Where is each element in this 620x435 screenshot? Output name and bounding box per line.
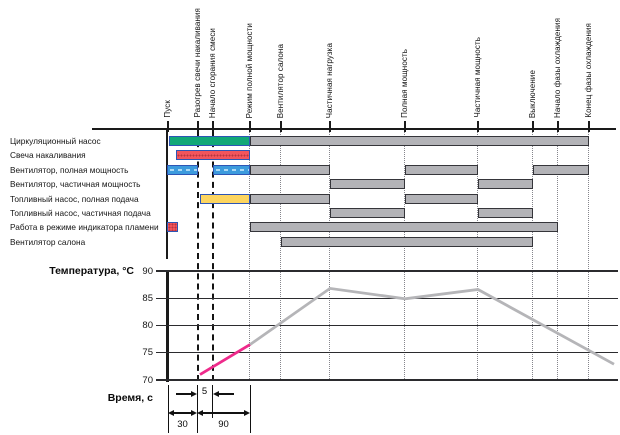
event-guide-dashed	[212, 131, 214, 381]
gantt-row-label: Вентилятор, частичная мощность	[10, 179, 141, 190]
gantt-row-label: Топливный насос, полная подача	[10, 193, 139, 204]
temperature-startup-highlight	[199, 343, 251, 376]
gantt-bar-gray	[478, 179, 533, 190]
event-tick	[280, 121, 282, 132]
time-axis-title: Время, с	[107, 392, 153, 404]
temperature-gridline	[156, 378, 618, 382]
dimension-extension-line	[196, 385, 198, 433]
dimension-line	[176, 393, 191, 395]
event-guide-dotted	[532, 131, 534, 381]
gantt-bar-green	[169, 136, 250, 146]
dimension-value-5: 5	[201, 386, 208, 397]
gantt-row-label: Вентилятор салона	[10, 236, 86, 247]
temperature-axis-title: Температура, °C	[49, 265, 134, 277]
event-tick	[329, 121, 331, 132]
temperature-gridline	[156, 270, 618, 272]
temperature-gridline	[156, 297, 618, 299]
temperature-main	[249, 286, 615, 366]
dimension-line	[218, 393, 234, 395]
gantt-bar-gray	[533, 164, 589, 175]
event-tick	[477, 121, 479, 132]
gantt-bar-gray	[250, 136, 589, 146]
event-guide-dotted	[588, 131, 590, 381]
temperature-tick-label: 85	[142, 292, 153, 304]
event-guide-dashed	[197, 131, 199, 381]
arrow-left-icon	[212, 390, 219, 397]
gantt-row-label: Вентилятор, полная мощность	[10, 164, 129, 175]
gantt-bar-gray	[330, 208, 405, 218]
gantt-bar-blue	[167, 164, 198, 175]
temperature-tick-label: 90	[142, 265, 153, 277]
gantt-bar-gray	[405, 193, 478, 204]
gantt-row-label: Циркуляционный насос	[10, 136, 101, 146]
event-tick	[212, 121, 214, 132]
gantt-bar-gray	[478, 208, 533, 218]
temperature-tick-label: 80	[142, 320, 153, 331]
gantt-bar-gray	[250, 164, 330, 175]
gantt-bar-red	[176, 150, 250, 161]
dimension-line	[173, 412, 192, 414]
arrow-left-icon	[168, 409, 174, 416]
event-tick	[532, 121, 534, 132]
gantt-row-label: Работа в режиме индикатора пламени	[10, 222, 159, 233]
event-guide-dotted	[477, 131, 479, 381]
gantt-bar-gray	[405, 164, 478, 175]
arrow-right-icon	[243, 409, 250, 416]
gantt-bar-gray	[250, 222, 558, 233]
event-axis-line	[92, 127, 616, 131]
flame-indicator-icon	[167, 222, 178, 233]
gantt-bar-gray	[281, 236, 533, 247]
arrow-right-icon	[190, 409, 197, 416]
dimension-extension-line	[167, 385, 169, 433]
event-tick	[557, 121, 559, 132]
gantt-left-axis	[166, 127, 169, 259]
temperature-gridline	[156, 352, 618, 354]
gantt-bar-gray	[250, 193, 330, 204]
temperature-tick-label: 75	[142, 347, 153, 359]
event-guide-dotted	[404, 131, 406, 381]
event-tick	[404, 121, 406, 132]
event-tick	[197, 121, 199, 132]
event-tick	[249, 121, 251, 132]
gantt-row-label: Свеча накаливания	[10, 150, 86, 161]
arrow-right-icon	[190, 390, 197, 397]
temperature-tick-label: 70	[142, 374, 153, 386]
gantt-bar-gray	[330, 179, 405, 190]
dimension-value-90: 90	[218, 419, 229, 430]
gantt-bar-blue	[213, 164, 250, 175]
arrow-left-icon	[197, 409, 203, 416]
event-guide-dotted	[280, 131, 282, 381]
dimension-extension-line	[249, 385, 251, 433]
dimension-extension-line	[211, 385, 214, 418]
temperature-gridline	[156, 324, 618, 327]
event-guide-dotted	[557, 131, 559, 381]
dimension-value-30: 30	[177, 419, 188, 430]
event-guide-dotted	[249, 131, 251, 381]
gantt-row-label: Топливный насос, частичная подача	[10, 208, 151, 218]
event-tick	[167, 121, 169, 132]
dimension-line	[202, 412, 245, 414]
event-guide-dotted	[329, 131, 331, 381]
event-tick	[588, 121, 590, 132]
gantt-bar-yellow	[200, 193, 250, 204]
